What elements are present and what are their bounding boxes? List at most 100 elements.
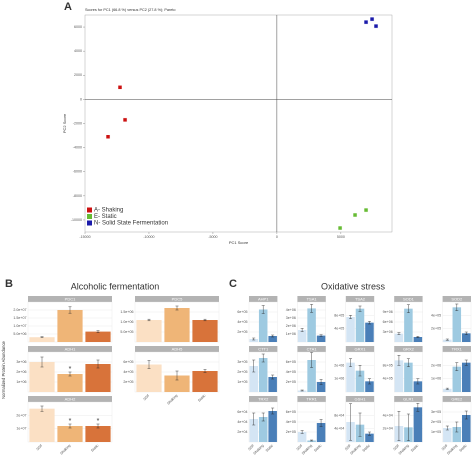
bar	[136, 320, 162, 342]
bar	[249, 339, 258, 342]
x-tick-label: Static	[458, 443, 467, 452]
x-tick-label: Static	[197, 393, 206, 402]
x-tick-label: SSF	[143, 393, 151, 401]
y-tick-label: 1e+06	[286, 332, 296, 336]
y-tick-label: 2e+04	[383, 427, 393, 431]
panel-label: C	[229, 278, 237, 290]
error-bar	[261, 353, 265, 363]
strip	[394, 346, 423, 352]
facet-title: ADH1	[65, 346, 76, 351]
error-bar	[203, 369, 207, 373]
facet-title: TSA2	[355, 296, 366, 301]
y-tick-label: 4e+04	[383, 413, 393, 417]
bar	[413, 337, 423, 342]
bar	[307, 360, 316, 392]
facet-title: AHP1	[258, 296, 269, 301]
strip	[297, 346, 326, 352]
y-tick-label: 2e+05	[286, 430, 296, 434]
chart-title: Oxidative stress	[321, 281, 386, 291]
panel-label: A	[64, 1, 72, 13]
strip	[28, 346, 112, 352]
bar	[316, 382, 326, 392]
error-bar	[68, 423, 72, 429]
bar	[365, 322, 374, 342]
bar	[346, 362, 355, 392]
x-tick-label: Shaking	[349, 444, 361, 456]
y-tick-label: 1.0e+06	[120, 320, 133, 324]
strip	[345, 346, 375, 352]
y-tick-label: 4e+05	[286, 370, 296, 374]
bar	[443, 388, 452, 392]
point	[363, 19, 369, 25]
error-bar	[175, 305, 179, 311]
point	[363, 207, 369, 213]
y-axis-title: Normalized Protein Abundance	[1, 340, 6, 398]
annotation: *	[69, 366, 72, 373]
y-tick-label: -8000	[73, 194, 82, 198]
bar	[85, 331, 111, 342]
error-bar	[319, 419, 323, 427]
y-tick-label: 4e+05	[431, 313, 441, 317]
error-bar	[397, 355, 401, 366]
y-tick-label: 2.0e+07	[13, 308, 26, 312]
error-bar	[175, 370, 179, 381]
bar	[268, 377, 277, 392]
bar	[57, 374, 83, 392]
y-axis-title: PC2 Score	[62, 113, 67, 133]
bar	[29, 337, 55, 342]
y-tick-label: 6e+05	[237, 310, 247, 314]
bar	[164, 375, 190, 392]
y-tick-label: 1e+06	[431, 377, 441, 381]
error-bar	[406, 358, 410, 367]
y-tick-label: 3e+05	[237, 360, 247, 364]
y-tick-label: 4e+05	[123, 370, 133, 374]
x-tick-label: SSF	[393, 443, 401, 451]
facet-title: CTT1	[258, 346, 269, 351]
bar	[249, 419, 258, 442]
point	[337, 225, 343, 231]
facet-title: CTA1	[307, 346, 318, 351]
legend-swatch	[87, 220, 92, 226]
strip	[345, 396, 375, 402]
error-bar	[252, 359, 256, 373]
bar	[394, 333, 404, 342]
error-bar	[416, 403, 420, 412]
bar	[268, 336, 277, 342]
error-bar	[300, 328, 304, 332]
bar	[85, 364, 111, 392]
error-bar	[68, 371, 72, 377]
y-tick-label: -6000	[73, 170, 82, 174]
x-tick-label: Shaking	[301, 444, 313, 456]
y-tick-label: -10000	[71, 218, 82, 222]
x-tick-label: 5000	[337, 235, 345, 239]
bar	[307, 440, 316, 442]
y-tick-label: 4e+04	[334, 427, 344, 431]
annotation: *	[69, 418, 72, 425]
bar	[462, 415, 471, 442]
bar	[297, 330, 307, 342]
facet-title: GRX2	[403, 346, 415, 351]
error-bar	[445, 338, 449, 341]
error-bar	[252, 412, 256, 426]
x-tick-label: Static	[362, 443, 371, 452]
facet-title: TSA1	[307, 296, 318, 301]
y-tick-label: 1e+06	[16, 380, 26, 384]
y-tick-label: 4000	[74, 49, 82, 53]
y-tick-label: 1.5e+07	[13, 316, 26, 320]
x-tick-label: -15000	[79, 235, 90, 239]
bar	[355, 308, 365, 342]
facet-title: ADH2	[65, 396, 76, 401]
legend-swatch	[87, 214, 92, 219]
facet-title: GRE2	[451, 396, 463, 401]
strip	[249, 396, 278, 402]
y-tick-label: 6e+05	[123, 360, 133, 364]
x-tick-label: SSF	[441, 443, 449, 451]
strip	[249, 296, 278, 302]
bar	[249, 366, 258, 392]
strip	[297, 296, 326, 302]
y-tick-label: 2e+05	[123, 380, 133, 384]
error-bar	[271, 334, 275, 338]
error-bar	[300, 430, 304, 434]
error-bar	[397, 332, 401, 335]
error-bar	[96, 423, 100, 429]
